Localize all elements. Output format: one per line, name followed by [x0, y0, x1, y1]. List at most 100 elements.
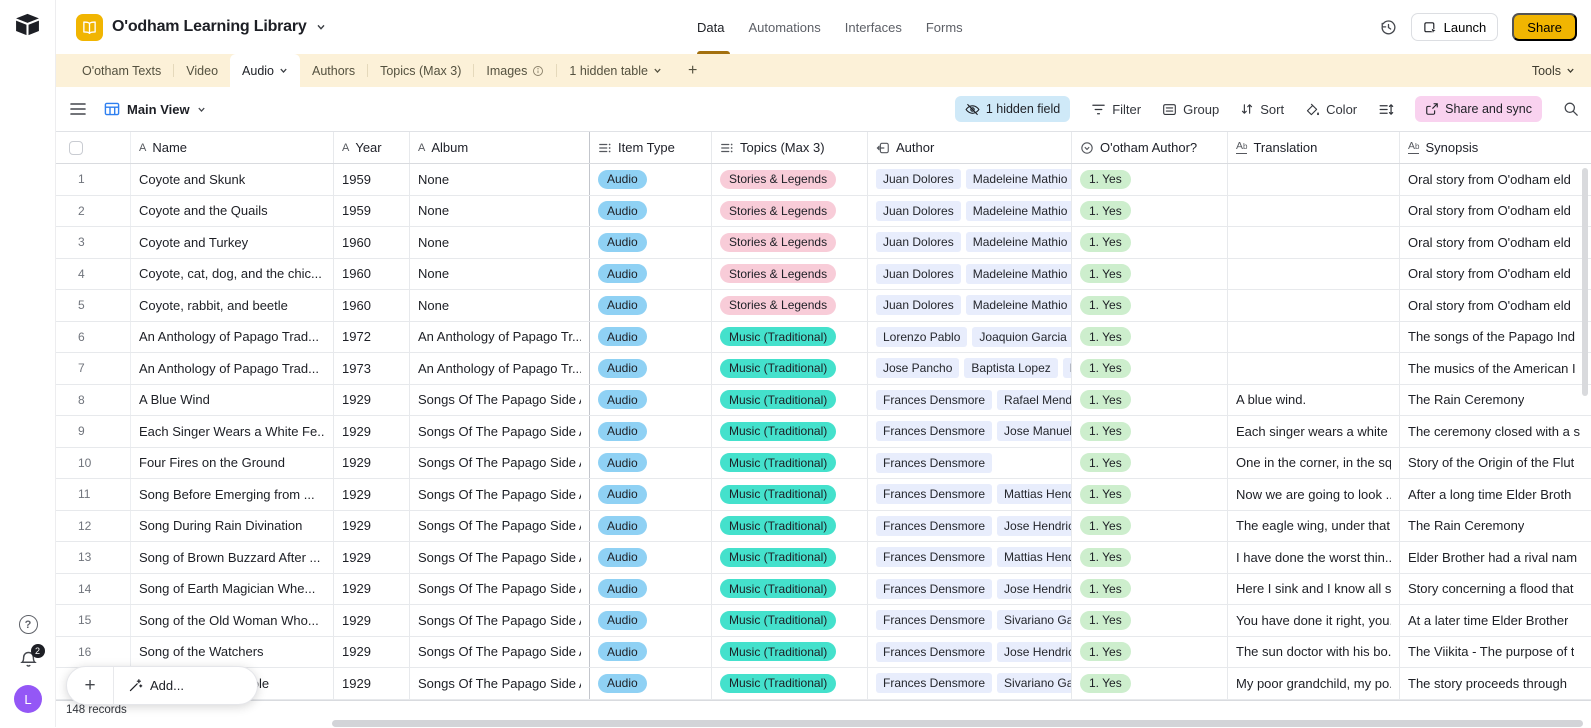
tab-video[interactable]: Video	[174, 54, 230, 87]
cell-item_type[interactable]: Audio	[590, 636, 712, 667]
cell-synopsis[interactable]: After a long time Elder Broth	[1408, 486, 1572, 502]
cell-year[interactable]: 1929	[334, 447, 410, 478]
cell-translation[interactable]	[1228, 353, 1400, 384]
add-record-button[interactable]: +	[84, 674, 96, 696]
cell-author[interactable]: Juan Dolores Madeleine Mathio	[868, 290, 1072, 321]
cell-item_type[interactable]: Audio	[590, 353, 712, 384]
cell-year[interactable]: 1960	[334, 290, 410, 321]
airtable-logo-icon[interactable]	[14, 13, 41, 37]
row-number-cell[interactable]: 14	[56, 573, 131, 604]
cell-topics[interactable]: Stories & Legends	[712, 290, 868, 321]
row-number-cell[interactable]: 5	[56, 290, 131, 321]
search-icon[interactable]	[1563, 101, 1579, 117]
cell-ootham[interactable]: 1. Yes	[1072, 195, 1228, 226]
cell-synopsis[interactable]: The Rain Ceremony	[1408, 518, 1525, 534]
cell-item_type[interactable]: Audio	[590, 384, 712, 415]
cell-name[interactable]: Song of Earth Magician Whe...	[131, 573, 334, 604]
cell-name[interactable]: Each Singer Wears a White Fe...	[131, 416, 334, 447]
cell-synopsis[interactable]: Oral story from O'odham eld	[1408, 266, 1571, 282]
cell-translation[interactable]: One in the corner, in the sq...	[1228, 447, 1400, 478]
cell-ootham[interactable]: 1. Yes	[1072, 542, 1228, 573]
cell-translation[interactable]	[1228, 227, 1400, 258]
cell-item_type[interactable]: Audio	[590, 227, 712, 258]
cell-item_type[interactable]: Audio	[590, 447, 712, 478]
share-button[interactable]: Share	[1512, 13, 1577, 41]
cell-item_type[interactable]: Audio	[590, 668, 712, 699]
cell-year[interactable]: 1929	[334, 542, 410, 573]
cell-author[interactable]: Juan Dolores Madeleine Mathio	[868, 164, 1072, 195]
cell-ootham[interactable]: 1. Yes	[1072, 479, 1228, 510]
cell-year[interactable]: 1929	[334, 384, 410, 415]
row-number-cell[interactable]: 11	[56, 479, 131, 510]
cell-ootham[interactable]: 1. Yes	[1072, 510, 1228, 541]
launch-button[interactable]: Launch	[1410, 13, 1499, 41]
cell-author[interactable]: Juan Dolores Madeleine Mathio	[868, 258, 1072, 289]
row-number-cell[interactable]: 10	[56, 447, 131, 478]
cell-album[interactable]: Songs Of The Papago Side A	[410, 510, 590, 541]
cell-topics[interactable]: Music (Traditional)	[712, 605, 868, 636]
cell-ootham[interactable]: 1. Yes	[1072, 321, 1228, 352]
cell-translation[interactable]: Now we are going to look ...	[1228, 479, 1400, 510]
cell-author[interactable]: Frances Densmore Jose Hendric	[868, 510, 1072, 541]
cell-topics[interactable]: Music (Traditional)	[712, 384, 868, 415]
row-number-cell[interactable]: 1	[56, 164, 131, 195]
cell-album[interactable]: None	[410, 227, 590, 258]
cell-synopsis[interactable]: Story concerning a flood that	[1408, 581, 1574, 597]
cell-item_type[interactable]: Audio	[590, 290, 712, 321]
cell-author[interactable]: Juan Dolores Madeleine Mathio	[868, 227, 1072, 258]
cell-year[interactable]: 1929	[334, 605, 410, 636]
cell-year[interactable]: 1972	[334, 321, 410, 352]
cell-author[interactable]: Frances Densmore	[868, 447, 1072, 478]
cell-synopsis[interactable]: Elder Brother had a rival nam	[1408, 549, 1578, 565]
cell-year[interactable]: 1929	[334, 573, 410, 604]
cell-year[interactable]: 1959	[334, 195, 410, 226]
cell-topics[interactable]: Music (Traditional)	[712, 416, 868, 447]
nav-item-interfaces[interactable]: Interfaces	[844, 19, 902, 35]
cell-synopsis[interactable]: The story proceeds through	[1408, 675, 1567, 691]
tab-images[interactable]: Images	[474, 54, 556, 87]
notifications-bell[interactable]: 2	[19, 644, 45, 669]
column-header-item_type[interactable]: Item Type	[590, 132, 712, 163]
tools-menu[interactable]: Tools	[1532, 54, 1575, 87]
group-button[interactable]: Group	[1162, 102, 1219, 117]
cell-ootham[interactable]: 1. Yes	[1072, 668, 1228, 699]
row-number-cell[interactable]: 7	[56, 353, 131, 384]
tab-audio[interactable]: Audio	[230, 54, 301, 87]
cell-item_type[interactable]: Audio	[590, 164, 712, 195]
cell-author[interactable]: Frances Densmore Mattias Hend	[868, 479, 1072, 510]
cell-synopsis[interactable]: Oral story from O'odham eld	[1408, 203, 1571, 219]
select-all-checkbox-cell[interactable]	[56, 132, 131, 163]
cell-translation[interactable]	[1228, 290, 1400, 321]
help-icon[interactable]: ?	[18, 615, 38, 634]
cell-album[interactable]: Songs Of The Papago Side A	[410, 542, 590, 573]
filter-button[interactable]: Filter	[1091, 102, 1141, 117]
cell-ootham[interactable]: 1. Yes	[1072, 164, 1228, 195]
cell-topics[interactable]: Stories & Legends	[712, 258, 868, 289]
cell-item_type[interactable]: Audio	[590, 321, 712, 352]
row-number-cell[interactable]: 15	[56, 605, 131, 636]
nav-item-forms[interactable]: Forms	[925, 19, 963, 35]
cell-topics[interactable]: Music (Traditional)	[712, 479, 868, 510]
cell-album[interactable]: An Anthology of Papago Tr...	[410, 321, 590, 352]
sort-button[interactable]: Sort	[1240, 102, 1284, 117]
horizontal-scrollbar[interactable]	[56, 718, 1591, 728]
column-header-album[interactable]: A Album	[410, 132, 590, 163]
cell-album[interactable]: An Anthology of Papago Tr...	[410, 353, 590, 384]
view-sidebar-toggle[interactable]	[70, 102, 86, 116]
cell-author[interactable]: Lorenzo Pablo Joaquion Garcia	[868, 321, 1072, 352]
cell-year[interactable]: 1929	[334, 479, 410, 510]
tab-topics-max-3-[interactable]: Topics (Max 3)	[368, 54, 473, 87]
cell-album[interactable]: None	[410, 290, 590, 321]
row-number-cell[interactable]: 12	[56, 510, 131, 541]
cell-translation[interactable]: Here I sink and I know all s...	[1228, 573, 1400, 604]
cell-topics[interactable]: Music (Traditional)	[712, 573, 868, 604]
cell-name[interactable]: An Anthology of Papago Trad...	[131, 321, 334, 352]
row-number-cell[interactable]: 3	[56, 227, 131, 258]
cell-topics[interactable]: Music (Traditional)	[712, 353, 868, 384]
cell-topics[interactable]: Stories & Legends	[712, 164, 868, 195]
row-number-cell[interactable]: 6	[56, 321, 131, 352]
cell-ootham[interactable]: 1. Yes	[1072, 605, 1228, 636]
avatar[interactable]: L	[14, 685, 42, 713]
cell-synopsis[interactable]: Story of the Origin of the Flut	[1408, 455, 1575, 471]
